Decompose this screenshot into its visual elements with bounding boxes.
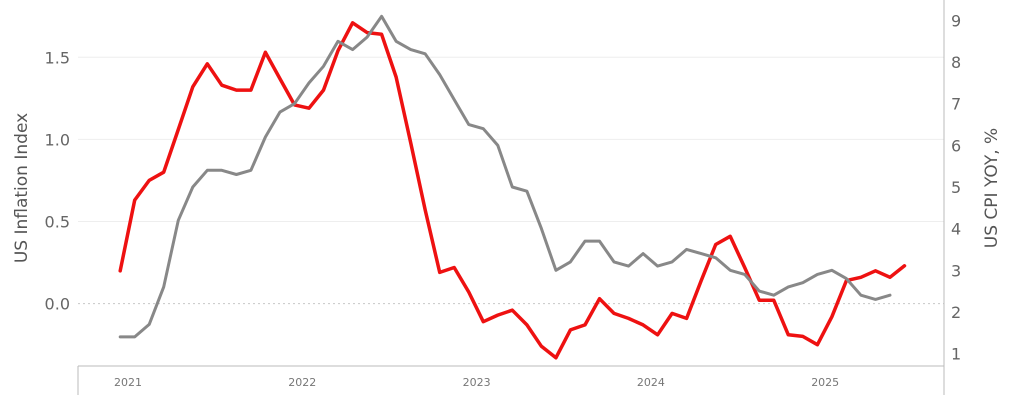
x-tick-label: 2025 — [811, 376, 839, 389]
right-axis-title: US CPI YOY, % — [982, 128, 1002, 248]
x-tick-label: 2024 — [637, 376, 665, 389]
gridlines — [78, 56, 944, 305]
right-tick-label: 8 — [951, 53, 961, 72]
left-axis-title: US Inflation Index — [12, 113, 32, 263]
right-tick-labels: 1 2 3 4 5 6 7 8 9 — [951, 11, 961, 363]
series-line — [118, 21, 907, 360]
right-tick-label: 6 — [951, 136, 961, 155]
left-tick-label: 1.5 — [45, 48, 70, 67]
series-inflation-index — [118, 21, 907, 360]
series-line — [118, 14, 892, 339]
axes — [77, 0, 945, 395]
left-tick-labels: 0.0 0.5 1.0 1.5 — [45, 48, 70, 313]
x-tick-labels: 2021 2022 2023 2024 2025 — [114, 376, 839, 389]
left-tick-label: 0.5 — [45, 212, 70, 231]
right-tick-label: 2 — [951, 303, 961, 322]
right-tick-label: 3 — [951, 261, 961, 280]
series-lines — [118, 14, 907, 360]
right-tick-label: 4 — [951, 220, 961, 239]
right-tick-label: 9 — [951, 11, 961, 30]
right-tick-label: 5 — [951, 178, 961, 197]
x-tick-label: 2022 — [288, 376, 316, 389]
x-tick-label: 2023 — [463, 376, 491, 389]
left-tick-label: 0.0 — [45, 295, 70, 314]
right-tick-label: 1 — [951, 345, 961, 364]
right-tick-label: 7 — [951, 95, 961, 114]
series-cpi-yoy — [118, 14, 892, 339]
left-tick-label: 1.0 — [45, 130, 70, 149]
x-tick-label: 2021 — [114, 376, 142, 389]
